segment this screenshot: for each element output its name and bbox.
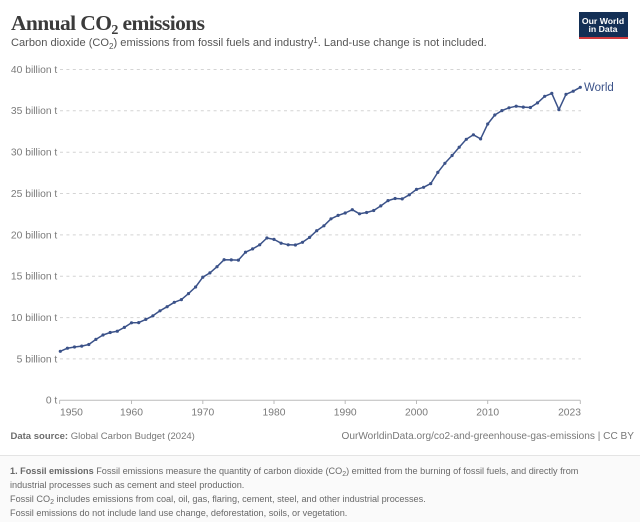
svg-text:2023: 2023 [558,407,581,418]
svg-text:2000: 2000 [405,407,428,418]
svg-text:5 billion t: 5 billion t [17,354,58,365]
svg-text:40 billion t: 40 billion t [11,65,58,76]
svg-text:15 billion t: 15 billion t [11,272,58,283]
svg-text:20 billion t: 20 billion t [11,230,58,241]
svg-text:2010: 2010 [476,407,499,418]
svg-text:35 billion t: 35 billion t [11,106,58,117]
svg-text:1990: 1990 [334,407,357,418]
svg-text:1960: 1960 [120,407,143,418]
svg-text:0 t: 0 t [46,396,58,407]
svg-text:World: World [584,82,614,94]
svg-text:10 billion t: 10 billion t [11,313,58,324]
svg-text:25 billion t: 25 billion t [11,189,58,200]
svg-text:1980: 1980 [263,407,286,418]
svg-text:30 billion t: 30 billion t [11,148,58,159]
svg-text:1970: 1970 [191,407,214,418]
svg-text:1950: 1950 [60,407,83,418]
